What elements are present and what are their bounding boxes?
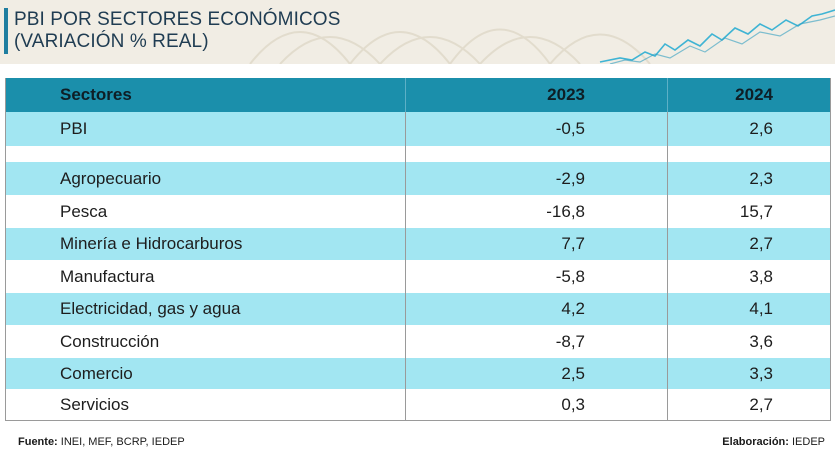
- source-note: Fuente: INEI, MEF, BCRP, IEDEP: [18, 436, 185, 448]
- value-2023: -16,8: [546, 201, 585, 221]
- sector-name: Pesca: [60, 201, 108, 221]
- table-spacer-row: [6, 146, 830, 162]
- table-row: Electricidad, gas y agua 4,2 4,1: [6, 293, 830, 325]
- value-2024: 2,3: [749, 168, 773, 188]
- credit-label: Elaboración:: [722, 436, 789, 448]
- credit-value: IEDEP: [791, 436, 825, 448]
- value-2023: 0,3: [561, 394, 585, 414]
- value-2024: 2,7: [749, 234, 773, 253]
- sector-name: Manufactura: [60, 266, 155, 286]
- title-accent-bar: [4, 8, 8, 54]
- header-banner: PBI POR SECTORES ECONÓMICOS (VARIACIÓN %…: [0, 0, 835, 64]
- sector-name: Agropecuario: [60, 168, 162, 188]
- table-row: Pesca -16,8 15,7: [6, 195, 830, 228]
- source-value: INEI, MEF, BCRP, IEDEP: [60, 436, 185, 448]
- value-2024: 3,6: [749, 331, 773, 351]
- sector-name: Electricidad, gas y agua: [60, 299, 241, 318]
- value-2024: 3,8: [749, 266, 773, 286]
- column-header-2024: 2024: [735, 85, 773, 104]
- value-2023: 2,5: [561, 363, 585, 383]
- table-row: Manufactura -5,8 3,8: [6, 260, 830, 293]
- value-2023: -5,8: [555, 266, 585, 286]
- value-2024: 2,6: [749, 119, 773, 138]
- table-row: Agropecuario -2,9 2,3: [6, 162, 830, 195]
- value-2024: 2,7: [749, 394, 773, 414]
- source-label: Fuente:: [18, 436, 58, 448]
- sector-name: Construcción: [60, 331, 160, 351]
- sector-name: Servicios: [60, 394, 129, 414]
- value-2024: 4,1: [749, 299, 773, 318]
- column-header-sectores: Sectores: [6, 78, 406, 112]
- sector-name: PBI: [60, 119, 88, 138]
- credit-note: Elaboración: IEDEP: [722, 436, 825, 448]
- sector-name: Comercio: [60, 363, 133, 383]
- value-2023: 4,2: [561, 299, 585, 318]
- table-row: Minería e Hidrocarburos 7,7 2,7: [6, 228, 830, 260]
- title-line-2: (VARIACIÓN % REAL): [14, 31, 209, 52]
- value-2024: 15,7: [739, 201, 773, 221]
- table-row: Servicios 0,3 2,7: [6, 389, 830, 420]
- value-2024: 3,3: [749, 363, 773, 383]
- sector-name: Minería e Hidrocarburos: [60, 234, 243, 253]
- table-row: PBI -0,5 2,6: [6, 112, 830, 146]
- value-2023: -2,9: [555, 168, 585, 188]
- value-2023: 7,7: [561, 234, 585, 253]
- page-title: PBI POR SECTORES ECONÓMICOS (VARIACIÓN %…: [14, 9, 340, 53]
- decorative-trend-graphic: [249, 9, 835, 64]
- table-row: Construcción -8,7 3,6: [6, 325, 830, 358]
- table-header-row: Sectores 2023 2024: [6, 78, 830, 112]
- column-header-2023: 2023: [406, 78, 668, 112]
- value-2023: -8,7: [555, 331, 585, 351]
- title-line-1: PBI POR SECTORES ECONÓMICOS: [14, 9, 341, 30]
- value-2023: -0,5: [555, 119, 585, 138]
- sectors-table: Sectores 2023 2024 PBI -0,5 2,6 Agropecu…: [5, 78, 831, 421]
- table-row: Comercio 2,5 3,3: [6, 358, 830, 389]
